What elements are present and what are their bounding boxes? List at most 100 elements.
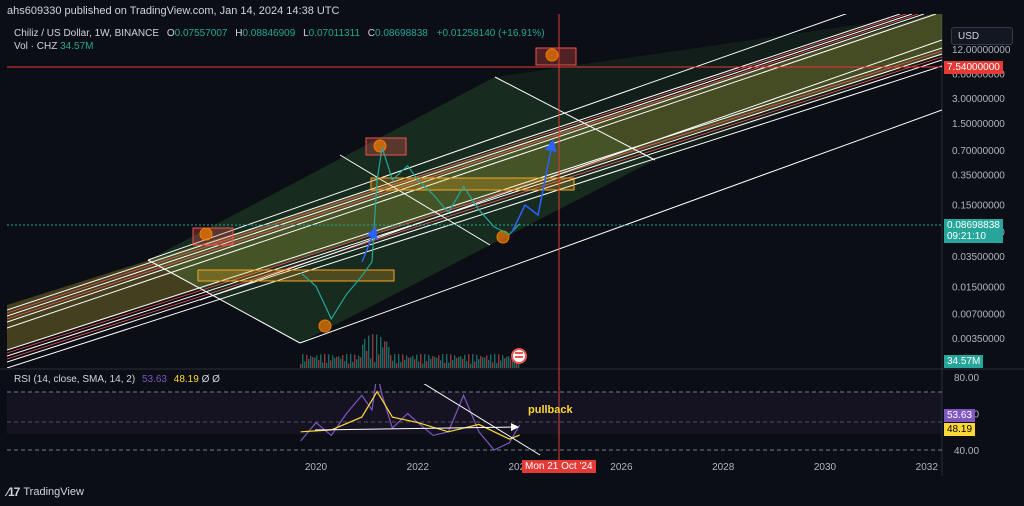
channel-grid-lines[interactable] (147, 0, 942, 344)
volume-bar (408, 357, 410, 368)
rsi-pane (7, 372, 942, 456)
volume-bar (372, 334, 374, 368)
volume-bar (410, 357, 412, 368)
volume-bar (368, 335, 370, 368)
volume-bar (404, 359, 406, 368)
volume-bar (466, 361, 468, 368)
volume-bar (400, 362, 402, 368)
volume-bar (322, 362, 324, 368)
price-tick-label: 1.50000000 (952, 119, 1005, 130)
volume-label[interactable]: Vol · CHZ (14, 41, 58, 52)
volume-bar (366, 350, 368, 368)
pullback-annotation[interactable]: pullback (528, 404, 573, 416)
symbol-legend: Chiliz / US Dollar, 1W, BINANCE O0.07557… (14, 27, 545, 53)
rsi-trendlines[interactable] (314, 372, 541, 456)
volume-bar (330, 360, 332, 368)
volume-bar (338, 356, 340, 368)
volume-bar (406, 355, 408, 368)
volume-bar (476, 354, 478, 368)
volume-bar (518, 363, 520, 368)
brand-name[interactable]: TradingView (23, 486, 84, 498)
rsi-legend-value: 53.63 (141, 374, 167, 385)
volume-bar (342, 354, 344, 368)
volume-bar (326, 362, 328, 368)
volume-bar (340, 358, 342, 368)
tradingview-logo-icon[interactable]: ⁄17 (7, 485, 20, 499)
volume-bar (316, 355, 318, 368)
volume-bar (438, 355, 440, 368)
price-tick-label: 3.00000000 (952, 94, 1005, 105)
open-value: 0.07557007 (174, 28, 228, 39)
volume-bar (344, 361, 346, 368)
volume-bar (416, 354, 418, 368)
volume-bar (320, 354, 322, 368)
rsi-line[interactable] (300, 373, 521, 451)
volume-bar (358, 355, 360, 368)
volume-bar (412, 355, 414, 368)
time-axis[interactable]: 2020 2022 2024 2026 2028 2030 2032 (305, 462, 938, 473)
currency-button[interactable]: USD (951, 27, 1013, 45)
volume-bar (376, 334, 378, 368)
volume-bar (390, 355, 392, 368)
low-value: 0.07011311 (308, 28, 361, 39)
volume-bar (430, 358, 432, 368)
rsi-legend: RSI (14, close, SMA, 14, 2) 53.63 48.19 … (14, 374, 220, 385)
volume-bar (360, 357, 362, 368)
pivot-circles (199, 48, 559, 333)
projection-arrows[interactable] (361, 139, 557, 263)
time-tick-label: 2032 (916, 462, 939, 473)
volume-bar (464, 354, 466, 368)
volume-bar (308, 359, 310, 368)
channel-lines[interactable] (7, 14, 942, 368)
volume-bar (328, 354, 330, 368)
volume-bar (418, 361, 420, 368)
channel-zone-fill (7, 14, 942, 350)
rsi-sma-tag: 48.19 (944, 423, 976, 436)
rsi-extra: Ø Ø (201, 374, 220, 385)
volume-bar (394, 354, 396, 368)
volume-bar (348, 363, 350, 368)
volume-bar (334, 358, 336, 368)
volume-bar (356, 359, 358, 368)
volume-bar (392, 360, 394, 368)
bar-countdown: 09:21:10 (947, 231, 986, 242)
main-pane (7, 0, 942, 368)
volume-bar (454, 355, 456, 368)
volume-bar (486, 355, 488, 368)
volume-bar (386, 341, 388, 368)
volume-bar (300, 364, 302, 368)
support-zone-upper[interactable] (370, 177, 575, 191)
volume-bar (450, 354, 452, 368)
volume-bar (350, 354, 352, 368)
time-tick-label: 2030 (814, 462, 837, 473)
volume-bar (494, 354, 496, 368)
earnings-flag-icon[interactable] (511, 348, 527, 364)
price-tick-label: 0.00700000 (952, 309, 1005, 320)
symbol-name[interactable]: Chiliz / US Dollar, 1W, BINANCE (14, 28, 160, 39)
price-tick-label: 0.01500000 (952, 282, 1005, 293)
volume-bar (456, 357, 458, 368)
volume-bar (304, 361, 306, 368)
price-tick-label: 0.70000000 (952, 146, 1005, 157)
volume-bar (506, 356, 508, 368)
volume-bar (374, 361, 376, 368)
price-series-line[interactable] (300, 147, 521, 321)
rsi-label[interactable]: RSI (14, close, SMA, 14, 2) (14, 374, 136, 385)
volume-bar (512, 354, 514, 368)
rsi-sma-line[interactable] (300, 390, 520, 440)
volume-bar (504, 358, 506, 368)
volume-bar (414, 359, 416, 368)
time-tick-label: 2026 (610, 462, 633, 473)
volume-bar (502, 355, 504, 368)
time-tick-label: 2020 (305, 462, 328, 473)
volume-bar (384, 341, 386, 368)
price-tick-label: 0.35000000 (952, 170, 1005, 181)
crosshair-date-tag: Mon 21 Oct '24 (522, 460, 596, 473)
support-zone-lower[interactable] (197, 269, 395, 282)
volume-bar (396, 363, 398, 368)
volume-bar (472, 354, 474, 368)
top-marker-2019[interactable] (192, 227, 234, 246)
price-axis[interactable]: 12.00000000 6.00000000 3.00000000 1.5000000… (952, 45, 1011, 345)
volume-bar (336, 356, 338, 368)
